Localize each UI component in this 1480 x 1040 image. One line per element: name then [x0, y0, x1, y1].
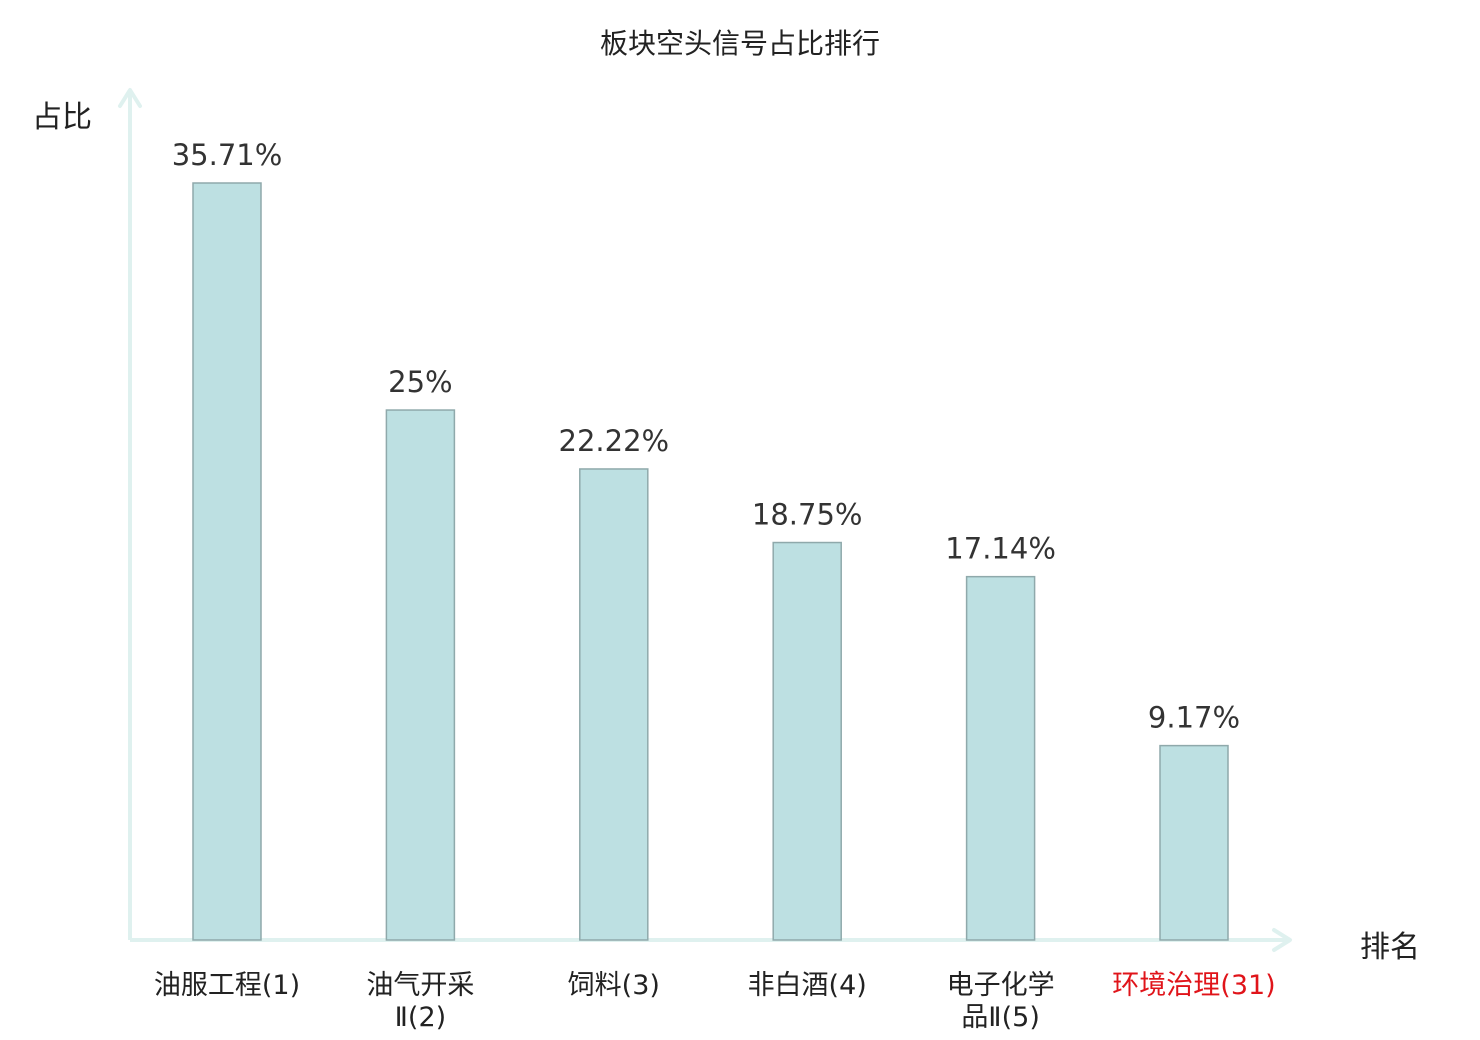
- bar-2: [385, 409, 456, 941]
- bar-1: [192, 182, 262, 941]
- category-label-2: 油气开采 Ⅱ(2): [366, 970, 474, 1033]
- y-axis-label: 占比: [32, 100, 92, 135]
- bar-3: [579, 468, 649, 941]
- labels-group: 35.71% 油服工程(1) 25% 油气开采 Ⅱ(2) 22.22% 饲料(3) 18.75…: [154, 138, 1276, 1033]
- category-label-5: 电子化学品Ⅱ(5): [947, 970, 1055, 1033]
- chart-title: 板块空头信号占比排行: [599, 27, 880, 60]
- value-label-4: 18.75%: [752, 498, 863, 532]
- value-label-2: 25%: [388, 365, 452, 399]
- x-axis-arrow-icon: [1272, 928, 1292, 952]
- axes: [118, 88, 1292, 952]
- bars-group: [192, 182, 1229, 941]
- category-label-1: 油服工程(1): [154, 970, 300, 1001]
- x-axis-label: 排名: [1360, 930, 1420, 965]
- value-label-5: 17.14%: [945, 532, 1056, 566]
- y-axis-arrow-icon: [118, 88, 142, 108]
- bar-6: [1159, 744, 1229, 941]
- category-label-4: 非白酒(4): [748, 970, 867, 1001]
- bar-4: [772, 541, 842, 941]
- value-label-1: 35.71%: [172, 138, 283, 172]
- value-label-3: 22.22%: [559, 424, 670, 458]
- bar-5: [965, 575, 1036, 941]
- value-label-6: 9.17%: [1148, 701, 1240, 735]
- category-label-3: 饲料(3): [568, 970, 660, 1001]
- category-label-6: 环境治理(31): [1112, 970, 1275, 1001]
